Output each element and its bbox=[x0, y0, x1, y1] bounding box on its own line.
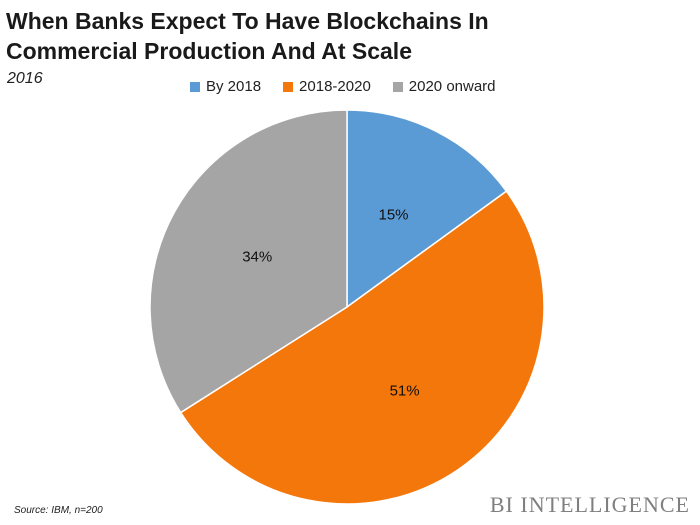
pie-slice-2020-onward bbox=[149, 109, 348, 414]
legend-item-2018-2020: 2018-2020 bbox=[283, 78, 371, 95]
source-note: Source: IBM, n=200 bbox=[14, 505, 103, 516]
data-label-by-2018: 15% bbox=[378, 207, 408, 224]
legend-item-2020-onward: 2020 onward bbox=[392, 78, 496, 95]
legend-label-2018-2020: 2018-2020 bbox=[299, 78, 371, 95]
legend-item-by-2018: By 2018 bbox=[190, 78, 261, 95]
chart-title: When Banks Expect To Have Blockchains In… bbox=[6, 8, 489, 64]
pie-slice-2018-2020 bbox=[179, 190, 545, 505]
legend-swatch-2020-onward bbox=[392, 81, 403, 92]
legend-swatch-by-2018 bbox=[190, 81, 200, 92]
legend: By 2018 2018-2020 2020 onward bbox=[190, 78, 496, 95]
legend-label-by-2018: By 2018 bbox=[206, 78, 262, 95]
legend-swatch-2018-2020 bbox=[283, 81, 294, 92]
pie-slice-by-2018 bbox=[346, 109, 508, 309]
legend-label-2020-onward: 2020 onward bbox=[408, 78, 496, 95]
data-label-2018-2020: 51% bbox=[390, 383, 420, 400]
data-label-2020-onward: 34% bbox=[242, 249, 272, 266]
chart-subtitle: 2016 bbox=[7, 70, 43, 87]
brand-logo: BI INTELLIGENCE bbox=[489, 492, 690, 517]
